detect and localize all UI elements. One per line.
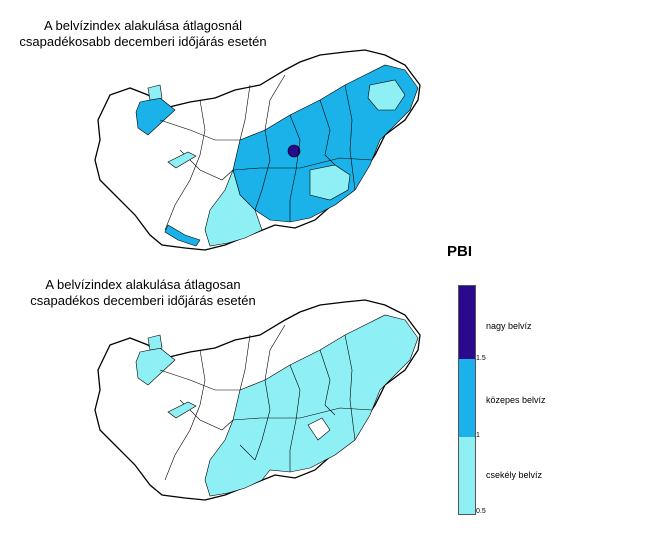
- legend-swatch-kozepes-belviz: [459, 359, 475, 437]
- legend-title: PBI: [447, 243, 473, 260]
- legend-tick-1-5: 1.5: [476, 355, 486, 362]
- zone-low-west-strip: [147, 84, 163, 101]
- county-boundaries: [159, 74, 373, 231]
- top-map-title-line1: A belvízindex alakulása átlagosnál: [43, 18, 243, 33]
- legend-label-kozepes-belviz: közepes belvíz: [486, 395, 546, 405]
- zone-low-west-strip: [147, 334, 163, 351]
- lake-balaton: [167, 401, 197, 419]
- legend-label-csekely-belviz: csekély belvíz: [486, 470, 543, 480]
- bottom-map-title-line2: csapadékos decemberi időjárás esetén: [30, 293, 256, 308]
- zone-low-northeast: [367, 79, 406, 111]
- top-map: [94, 49, 421, 251]
- zone-low-west-lake: [135, 347, 176, 386]
- zone-low-southwest: [204, 169, 263, 247]
- legend-tick-1: 1: [476, 432, 480, 439]
- legend-label-nagy-belviz: nagy belvíz: [486, 321, 532, 331]
- top-map-title: A belvízindex alakulása átlagosnál csapa…: [8, 18, 278, 50]
- zone-high-spot: [287, 144, 301, 158]
- zone-none-east-hole: [307, 417, 331, 441]
- legend-swatch-nagy-belviz: [459, 286, 475, 359]
- bottom-map-title-line1: A belvízindex alakulása átlagosan: [45, 277, 241, 292]
- zone-medium-south-strip: [164, 224, 201, 247]
- top-map-title-line2: csapadékosabb decemberi időjárás esetén: [19, 34, 267, 49]
- legend-color-bar: [458, 285, 476, 515]
- lake-balaton: [167, 151, 197, 169]
- zone-medium-west-lake: [135, 97, 176, 136]
- legend-swatch-csekely-belviz: [459, 437, 475, 514]
- county-boundaries: [159, 324, 373, 481]
- bottom-map-title: A belvízindex alakulása átlagosan csapad…: [8, 277, 278, 309]
- zone-medium-east: [232, 64, 419, 223]
- legend-tick-0-5: 0.5: [476, 508, 486, 515]
- bottom-map: [94, 299, 421, 501]
